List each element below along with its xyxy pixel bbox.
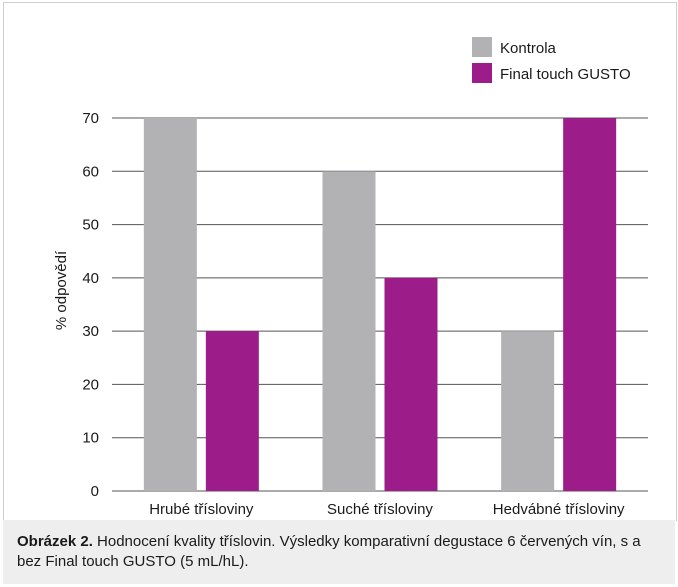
caption-label: Obrázek 2. [17, 533, 93, 550]
bar-final-touch-gusto-3 [563, 118, 617, 491]
y-tick-label-20: 20 [82, 376, 99, 393]
y-tick-label-0: 0 [91, 483, 99, 500]
x-category-label-3: Hedvábné třísloviny [493, 501, 625, 518]
legend-swatch-kontrola [472, 37, 492, 57]
chart-panel: 0 10 20 30 40 50 60 70 % odpovědí Hrubé tříslovin… [3, 2, 677, 521]
x-category-label-2: Suché třísloviny [327, 501, 433, 518]
y-tick-label-40: 40 [82, 270, 99, 287]
y-tick-label-60: 60 [82, 163, 99, 180]
y-axis-title: % odpovědí [53, 250, 70, 330]
x-category-label-1: Hrubé třísloviny [149, 501, 254, 518]
legend-swatch-final-touch-gusto [472, 63, 492, 83]
bar-kontrola-3 [501, 331, 555, 491]
legend-label-kontrola: Kontrola [500, 40, 557, 57]
legend-label-final-touch-gusto: Final touch GUSTO [500, 66, 631, 83]
bar-chart: 0 10 20 30 40 50 60 70 % odpovědí Hrubé tříslovin… [53, 37, 648, 518]
y-tick-label-70: 70 [82, 110, 99, 127]
y-tick-label-50: 50 [82, 217, 99, 234]
figure-caption: Obrázek 2. Hodnocení kvality tříslovin. … [3, 520, 675, 584]
bar-kontrola-1 [143, 118, 197, 491]
y-tick-label-10: 10 [82, 430, 99, 447]
bar-final-touch-gusto-1 [205, 331, 259, 491]
y-tick-label-30: 30 [82, 323, 99, 340]
bar-final-touch-gusto-2 [384, 277, 438, 491]
bar-kontrola-2 [322, 171, 376, 492]
caption-text: Hodnocení kvality tříslovin. Výsledky ko… [17, 533, 641, 570]
